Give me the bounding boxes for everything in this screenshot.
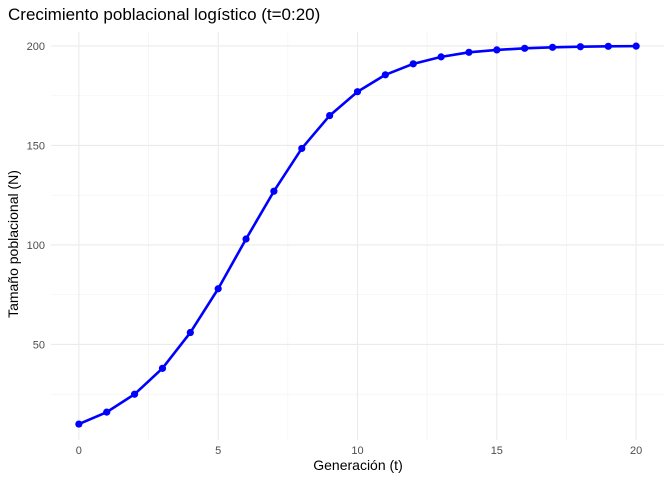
data-point [158,364,167,372]
data-point [576,43,585,51]
data-point [493,46,501,54]
data-point [242,235,250,243]
y-tick-label: 100 [27,240,45,252]
chart-title: Crecimiento poblacional logístico (t=0:2… [8,5,320,24]
x-axis-tick-labels: 0 5 10 15 20 [76,445,642,457]
data-point [186,328,194,337]
data-point [103,408,111,416]
data-point [130,390,139,398]
data-point [353,88,362,96]
y-tick-label: 50 [33,339,45,351]
data-point [548,43,557,51]
data-point [298,144,306,153]
data-point [465,48,473,56]
x-tick-label: 10 [351,445,363,457]
data-point [604,42,612,50]
data-point [326,111,334,120]
y-tick-label: 150 [27,140,45,152]
x-tick-label: 15 [491,445,503,457]
x-tick-label: 5 [215,445,221,457]
y-axis-tick-labels: 50 100 150 200 [27,41,45,352]
data-point [521,44,529,52]
data-point [214,285,222,293]
data-point [75,420,83,428]
data-point [437,53,445,61]
data-point [632,42,640,50]
x-tick-label: 0 [76,445,82,457]
data-point [381,71,389,79]
data-point [270,187,278,195]
series-points [75,42,640,428]
data-point [409,60,417,68]
y-axis-title: Tamaño poblacional (N) [5,170,21,318]
x-tick-label: 20 [630,445,642,457]
grid [51,32,664,440]
y-tick-label: 200 [27,41,45,53]
x-axis-title: Generación (t) [313,457,402,473]
